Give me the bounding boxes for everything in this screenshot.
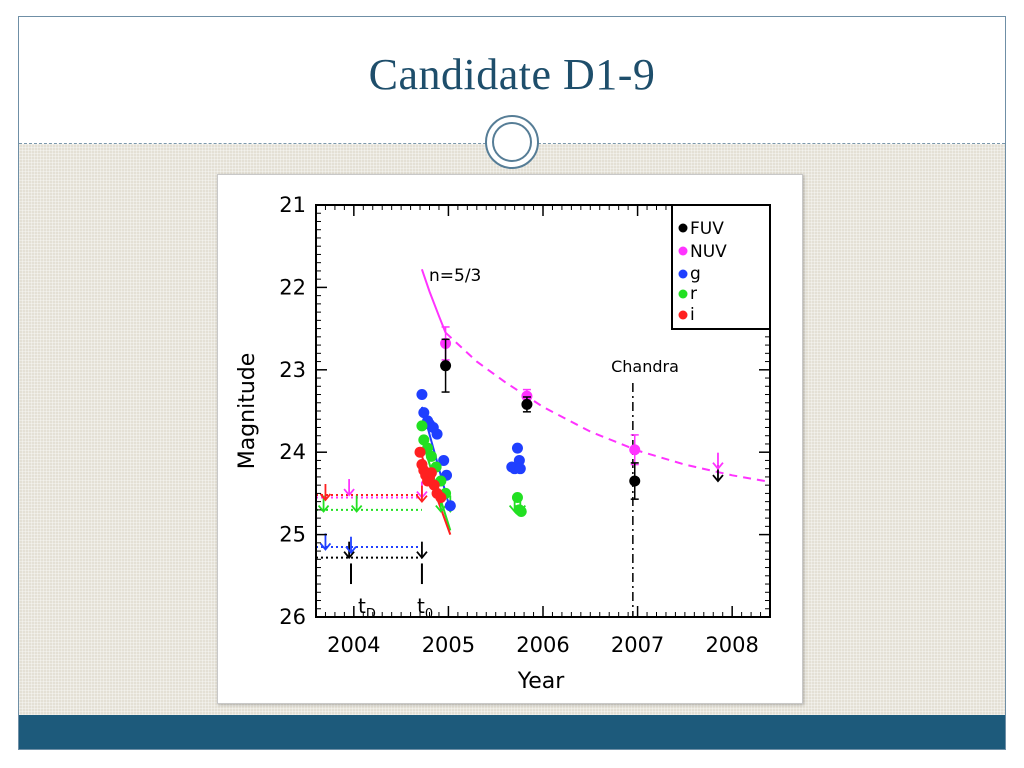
data-point-g (438, 454, 450, 466)
x-tick-label: 2004 (327, 633, 380, 657)
upper-limit-nuv (712, 452, 724, 471)
upper-limit-g-head (319, 542, 332, 551)
upper-limit-g (319, 533, 332, 551)
slide-title: Candidate D1-9 (368, 50, 656, 99)
legend-marker-nuv (678, 246, 688, 256)
y-tick-label: 21 (279, 193, 306, 217)
upper-limit-r-head (435, 504, 447, 513)
upper-limit-i (416, 485, 428, 504)
legend-marker-i (678, 310, 688, 320)
data-point-nuv (629, 444, 641, 456)
data-point-g (431, 428, 443, 440)
tD-label: tD (358, 594, 376, 622)
data-point-r (511, 492, 523, 504)
data-point-i (425, 467, 437, 479)
light-curve-chart: 2004 2005 2006 2007 2008 21 22 23 24 25 26 Year Ma… (235, 193, 771, 694)
data-point-r (418, 434, 430, 446)
data-point-r (515, 506, 527, 518)
upper-limit-i (319, 483, 332, 502)
legend-label-i: i (690, 305, 695, 325)
model-curve-solid (420, 268, 447, 334)
x-tick-label: 2007 (611, 633, 664, 657)
y-axis-label: Magnitude (235, 353, 260, 470)
legend-marker-g (678, 269, 688, 279)
data-point-g (514, 463, 526, 475)
y-tick-label: 22 (279, 275, 306, 299)
legend-label-fuv: FUV (690, 219, 724, 239)
y-tick-label: 23 (279, 358, 306, 382)
footer-bar (19, 715, 1005, 749)
x-axis-label: Year (517, 669, 566, 694)
slide: Candidate D1-9 2004 2005 2006 2007 2008 21 22 2… (18, 16, 1006, 750)
t0-label-t: t (417, 594, 425, 618)
data-point-g (418, 407, 430, 419)
y-tick-label: 24 (279, 440, 306, 464)
upper-limit-i-head (319, 493, 332, 502)
upper-limit-g-head (345, 546, 357, 555)
y-tick-label: 25 (279, 523, 306, 547)
upper-limit-nuv (343, 479, 355, 497)
x-tick-label: 2006 (516, 633, 569, 657)
upper-limit-fuv-head (416, 551, 428, 560)
upper-limit-i-head (416, 495, 428, 504)
legend-label-nuv: NUV (690, 242, 727, 262)
tD-label-t: t (358, 594, 366, 618)
y-tick-label: 26 (279, 605, 306, 629)
legend-label-r: r (690, 284, 697, 304)
data-point-g (513, 454, 525, 466)
data-point-g (444, 500, 456, 512)
data-point-fuv (629, 475, 641, 487)
tD-label-sub: D (366, 607, 376, 622)
chandra-label: Chandra (611, 357, 679, 376)
upper-limit-fuv-head (712, 474, 724, 483)
upper-limit-fuv (416, 541, 428, 560)
axes: 2004 2005 2006 2007 2008 21 22 23 24 25 26 (279, 193, 771, 657)
legend: FUV NUV g r i (671, 204, 771, 330)
legend-marker-r (678, 289, 688, 299)
legend-label-g: g (690, 264, 701, 284)
data-point-g (511, 442, 523, 454)
model-label: n=5/3 (429, 266, 481, 286)
data-point-r (416, 420, 428, 432)
upper-limit-nuv-head (343, 488, 355, 497)
circle-ornament-icon (485, 115, 539, 169)
upper-limit-fuv-head (343, 551, 355, 560)
model-curve-dashed (444, 331, 770, 483)
data-point-i (414, 446, 426, 458)
data-point-nuv (521, 390, 533, 402)
t0-label: t0 (417, 594, 433, 622)
legend-marker-fuv (678, 223, 688, 233)
t0-label-sub: 0 (425, 607, 433, 622)
x-tick-label: 2008 (705, 633, 758, 657)
x-tick-label: 2005 (422, 633, 475, 657)
data-point-fuv (521, 398, 533, 410)
data-point-g (416, 389, 428, 401)
circle-ornament-inner (492, 122, 532, 162)
data-point-r (425, 450, 437, 462)
chart-figure: 2004 2005 2006 2007 2008 21 22 23 24 25 26 Year Ma… (217, 174, 803, 704)
upper-limit-g (345, 536, 357, 555)
upper-limit-r-head (317, 504, 330, 513)
upper-limit-nuv-head (712, 462, 724, 471)
legend-box (671, 204, 771, 330)
plot-area (316, 268, 770, 617)
upper-limit-r (350, 495, 363, 513)
data-point-fuv (440, 360, 452, 372)
data-point-i (435, 492, 447, 504)
upper-limit-r-head (350, 504, 363, 513)
